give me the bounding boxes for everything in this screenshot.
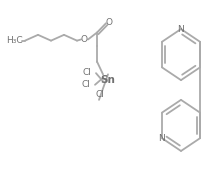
Text: Sn: Sn	[101, 75, 115, 85]
Text: O: O	[105, 18, 112, 27]
Text: H₃C: H₃C	[6, 36, 22, 45]
Text: Cl: Cl	[82, 80, 90, 89]
Text: Cl: Cl	[95, 90, 105, 99]
Text: O: O	[80, 35, 88, 44]
Text: N: N	[178, 24, 184, 33]
Text: N: N	[159, 134, 165, 143]
Text: Cl: Cl	[83, 68, 91, 76]
